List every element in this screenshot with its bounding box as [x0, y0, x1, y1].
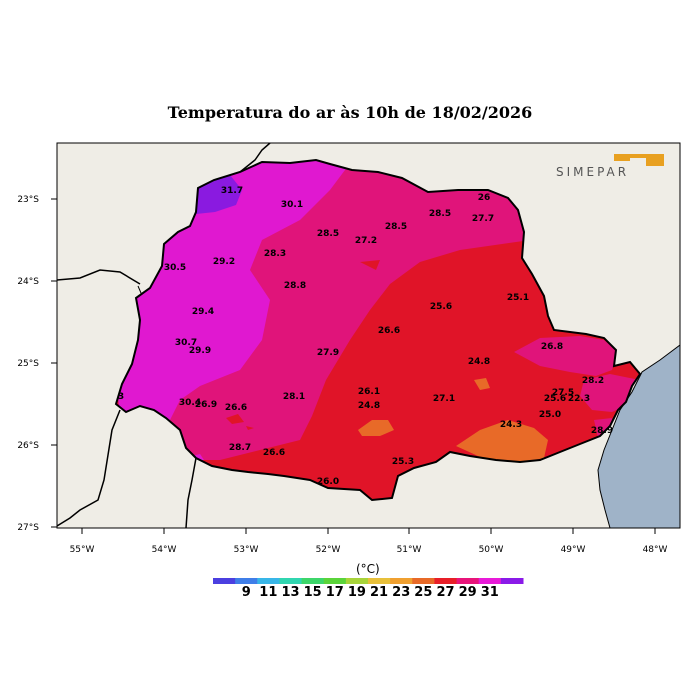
colorbar-swatch	[434, 578, 458, 584]
station-label: 24.8	[358, 401, 380, 411]
ocean	[598, 345, 680, 528]
colorbar: 9 11 13 15 17 19 21 23 25 27 29 31	[213, 578, 524, 600]
lon-tick-label: 48°W	[643, 545, 668, 555]
station-label: 29.9	[189, 346, 211, 356]
station-label: 26.6	[378, 326, 400, 336]
station-label: 27.7	[472, 214, 494, 224]
colorbar-label: 13	[281, 585, 299, 600]
colorbar-label: 21	[370, 585, 388, 600]
station-label: 30.1	[281, 200, 303, 210]
station-label: 30.4	[179, 398, 201, 408]
station-label: 25.3	[392, 457, 414, 467]
colorbar-label: 19	[348, 585, 366, 600]
colorbar-label: 15	[304, 585, 322, 600]
station-label: 22.3	[568, 394, 590, 404]
colorbar-swatch	[345, 578, 369, 584]
longitude-axis: 55°W 54°W 53°W 52°W 51°W 50°W 49°W 48°W	[70, 528, 668, 555]
colorbar-swatch	[478, 578, 502, 584]
station-label: 27.1	[433, 394, 455, 404]
svg-text:SIMEPAR: SIMEPAR	[556, 165, 629, 179]
simepar-logo: SIMEPAR	[556, 154, 664, 179]
station-label: 26.6	[263, 448, 285, 458]
colorbar-label: 25	[414, 585, 432, 600]
station-label: 25.0	[539, 410, 561, 420]
station-label: 28.5	[385, 222, 407, 232]
station-label: 25.6	[430, 302, 452, 312]
lon-tick-label: 51°W	[397, 545, 422, 555]
border-paraguay	[57, 269, 141, 285]
station-label: 25.1	[507, 293, 529, 303]
lon-tick-label: 55°W	[70, 545, 95, 555]
colorbar-swatch	[390, 578, 413, 584]
station-label: 28.2	[582, 376, 604, 386]
station-label: 28.1	[283, 392, 305, 402]
colorbar-unit: (°C)	[356, 562, 380, 576]
colorbar-swatch	[368, 578, 391, 584]
station-label: 27.2	[355, 236, 377, 246]
border-argentina	[57, 409, 121, 527]
lat-tick-label: 24°S	[17, 277, 39, 287]
colorbar-swatch	[279, 578, 303, 584]
station-label: 3	[118, 392, 124, 402]
lat-tick-label: 27°S	[17, 523, 39, 533]
colorbar-swatch	[301, 578, 325, 584]
border-ms	[239, 143, 271, 173]
station-label: 28.5	[317, 229, 339, 239]
lon-tick-label: 49°W	[561, 545, 586, 555]
station-label: 24.8	[468, 357, 490, 367]
station-label: 24.3	[500, 420, 522, 430]
colorbar-label: 17	[326, 585, 344, 600]
station-label: 27.9	[317, 348, 339, 358]
station-label: 28.9	[591, 426, 613, 436]
lat-tick-label: 26°S	[17, 441, 39, 451]
station-label: 25.6	[544, 394, 566, 404]
lon-tick-label: 53°W	[234, 545, 259, 555]
colorbar-swatch	[213, 578, 236, 584]
station-label: 28.3	[264, 249, 286, 259]
colorbar-label: 31	[481, 585, 499, 600]
colorbar-swatch	[500, 578, 524, 584]
station-label: 29.4	[192, 307, 214, 317]
lon-tick-label: 54°W	[152, 545, 177, 555]
lon-tick-label: 52°W	[316, 545, 341, 555]
station-label: 31.7	[221, 186, 243, 196]
station-label: 28.7	[229, 443, 251, 453]
station-label: 28.5	[429, 209, 451, 219]
station-label: 26.9	[195, 400, 217, 410]
station-label: 26.0	[317, 477, 339, 487]
colorbar-swatch	[257, 578, 280, 584]
station-label: 26.6	[225, 403, 247, 413]
colorbar-label: 23	[392, 585, 410, 600]
colorbar-swatch	[235, 578, 258, 584]
station-label: 27.5	[552, 388, 574, 398]
station-label: 26	[478, 193, 491, 203]
station-label: 30.5	[164, 263, 186, 273]
colorbar-label: 9	[242, 585, 251, 600]
colorbar-swatch	[323, 578, 347, 584]
colorbar-label: 27	[436, 585, 454, 600]
lon-tick-label: 50°W	[479, 545, 504, 555]
lat-tick-label: 25°S	[17, 359, 39, 369]
border-sc-west	[185, 457, 197, 528]
map-title: Temperatura do ar às 10h de 18/02/2026	[167, 103, 533, 122]
colorbar-swatch	[456, 578, 480, 584]
station-label: 28.8	[284, 281, 306, 291]
station-label: 30.7	[175, 338, 197, 348]
station-label: 26.1	[358, 387, 380, 397]
colorbar-label: 11	[259, 585, 277, 600]
station-label: 26.8	[541, 342, 563, 352]
lat-tick-label: 23°S	[17, 195, 39, 205]
latitude-axis: 23°S 24°S 25°S 26°S 27°S	[17, 195, 57, 533]
colorbar-swatch	[412, 578, 435, 584]
station-label: 29.2	[213, 257, 235, 267]
station-values: 31.7 30.1 28.5 27.7 28.5 28.5 27.2 28.3 29.2 30.5…	[118, 186, 613, 487]
colorbar-label: 29	[459, 585, 477, 600]
